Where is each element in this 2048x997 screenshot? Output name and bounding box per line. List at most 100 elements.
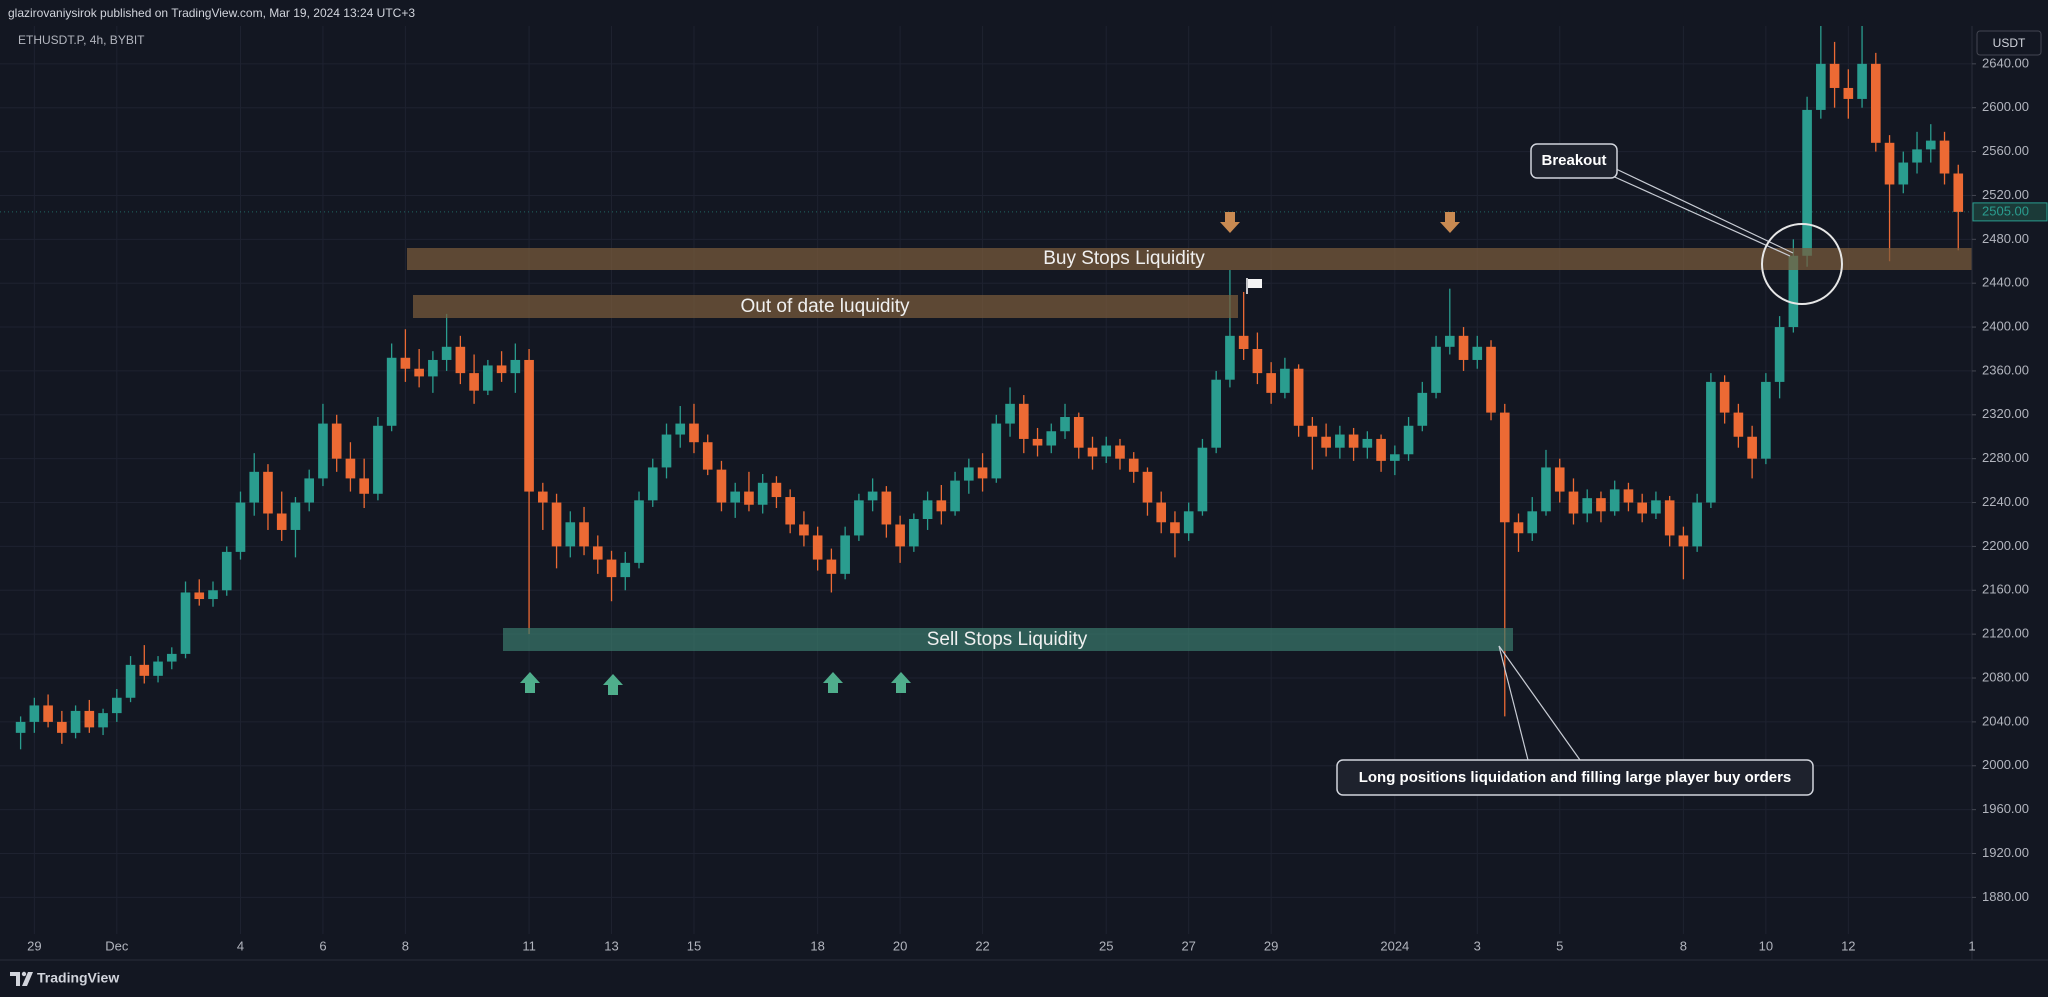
candle-body bbox=[1073, 416, 1084, 448]
candle-body bbox=[455, 346, 466, 374]
candle-body bbox=[1170, 522, 1180, 534]
x-tick-label: 13 bbox=[604, 938, 618, 953]
candle-body bbox=[592, 546, 603, 560]
x-tick-label: 1 bbox=[1968, 938, 1975, 953]
candle-body bbox=[1362, 438, 1373, 448]
x-tick-label: 10 bbox=[1759, 938, 1773, 953]
candle-body bbox=[235, 502, 246, 552]
x-tick-label: 4 bbox=[237, 938, 244, 953]
liquidation-label: Long positions liquidation and filling l… bbox=[1359, 769, 1792, 786]
candle-body bbox=[441, 346, 452, 360]
y-tick-label: 2000.00 bbox=[1982, 757, 2029, 772]
candle-body bbox=[483, 365, 493, 391]
candle-body bbox=[1623, 489, 1634, 503]
callout-leader bbox=[1607, 173, 1791, 257]
y-tick-label: 2040.00 bbox=[1982, 713, 2029, 728]
candle-body bbox=[950, 480, 960, 512]
candle-body bbox=[1431, 346, 1441, 393]
y-tick-label: 2120.00 bbox=[1982, 626, 2029, 641]
x-tick-label: 11 bbox=[522, 938, 536, 953]
candle-body bbox=[551, 502, 562, 547]
candle-body bbox=[1609, 489, 1620, 512]
candle-body bbox=[1925, 140, 1936, 150]
y-tick-label: 2280.00 bbox=[1982, 450, 2029, 465]
candle-body bbox=[428, 359, 438, 377]
x-tick-label: 8 bbox=[1680, 938, 1687, 953]
candle-body bbox=[249, 471, 260, 503]
candle-body bbox=[1664, 500, 1675, 536]
candle-body bbox=[1541, 467, 1551, 512]
candle-body bbox=[400, 357, 411, 369]
up-arrow bbox=[823, 672, 843, 693]
candle-body bbox=[977, 467, 988, 479]
candle-body bbox=[1898, 162, 1909, 185]
out-of-date-zone bbox=[413, 295, 1238, 318]
candle-body bbox=[1156, 502, 1167, 523]
candle-body bbox=[15, 721, 26, 733]
brand-label: TradingView bbox=[37, 970, 119, 986]
currency-box[interactable] bbox=[1976, 30, 2042, 56]
candle-body bbox=[936, 500, 947, 512]
candle-body bbox=[1582, 498, 1593, 514]
candle-body bbox=[29, 705, 40, 722]
candle-body bbox=[702, 442, 713, 470]
breakout-circle bbox=[1761, 223, 1843, 305]
candle-body bbox=[276, 513, 287, 530]
y-tick-label: 2080.00 bbox=[1982, 669, 2029, 684]
down-arrow bbox=[1440, 212, 1460, 233]
candle-body bbox=[1857, 63, 1867, 99]
candle-body bbox=[1843, 87, 1854, 99]
currency-label[interactable]: USDT bbox=[1993, 36, 2026, 50]
candle-body bbox=[895, 524, 905, 547]
y-tick-label: 1880.00 bbox=[1982, 889, 2029, 904]
candle-body bbox=[180, 592, 191, 654]
candle-body bbox=[1348, 434, 1359, 448]
candle-body bbox=[1321, 436, 1331, 448]
candle-body bbox=[208, 590, 218, 600]
axes: 1880.00 1920.00 1960.00 2000.00 2040.00 2080.… bbox=[27, 55, 2048, 953]
candle-body bbox=[386, 357, 397, 426]
candle-body bbox=[1390, 454, 1400, 461]
candle-body bbox=[909, 518, 919, 547]
candle-body bbox=[744, 491, 754, 505]
candle-body bbox=[1225, 335, 1235, 380]
logo-part bbox=[10, 972, 20, 986]
y-tick-label: 2320.00 bbox=[1982, 406, 2029, 421]
x-tick-label: 8 bbox=[402, 938, 409, 953]
candle-body bbox=[1211, 379, 1221, 448]
candle-body bbox=[1651, 500, 1661, 514]
candle-body bbox=[57, 721, 67, 733]
candle-body bbox=[304, 478, 315, 503]
candle-body bbox=[730, 491, 741, 503]
candle-body bbox=[84, 710, 95, 728]
candle-body bbox=[359, 478, 369, 494]
x-tick-label: Dec bbox=[105, 938, 129, 953]
candle-body bbox=[524, 359, 534, 492]
y-tick-label: 2520.00 bbox=[1982, 187, 2029, 202]
y-tick-label: 2560.00 bbox=[1982, 143, 2029, 158]
x-tick-label: 5 bbox=[1556, 938, 1563, 953]
candle-body bbox=[1472, 346, 1483, 360]
candle-body bbox=[1115, 445, 1125, 459]
candle-body bbox=[538, 491, 548, 503]
candle-body bbox=[867, 491, 878, 501]
candle-body bbox=[194, 592, 205, 600]
candle-body bbox=[331, 423, 342, 459]
candle-body bbox=[854, 500, 864, 536]
candle-body bbox=[1774, 327, 1785, 382]
candle-body bbox=[1486, 346, 1496, 413]
callout-leader bbox=[1613, 167, 1794, 254]
candle-body bbox=[812, 535, 823, 560]
up-arrow bbox=[891, 672, 911, 693]
x-tick-label: 29 bbox=[27, 938, 41, 953]
candle-body bbox=[991, 423, 1002, 479]
out-of-date-label: Out of date luquidity bbox=[741, 296, 910, 317]
sell-stops-zone bbox=[503, 628, 1513, 651]
candle-body bbox=[771, 482, 782, 498]
candle-body bbox=[1238, 335, 1249, 349]
candle-body bbox=[922, 500, 933, 519]
candle-body bbox=[221, 551, 232, 591]
candle-body bbox=[716, 469, 727, 503]
candle-body bbox=[153, 661, 163, 676]
